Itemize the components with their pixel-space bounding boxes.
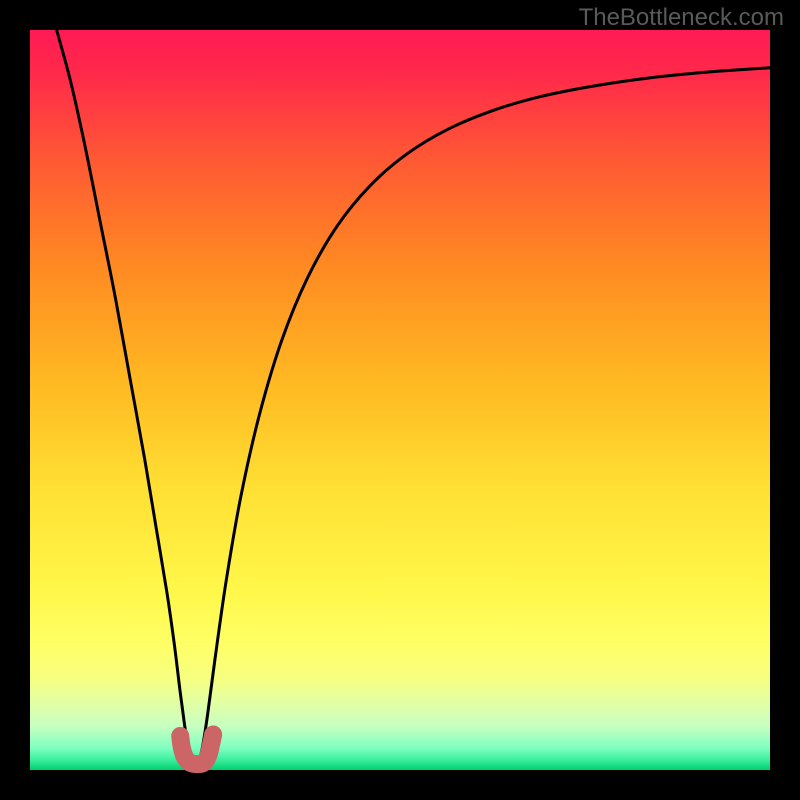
watermark-text: TheBottleneck.com xyxy=(579,4,784,32)
chart-container: TheBottleneck.com xyxy=(0,0,800,800)
gradient-background xyxy=(30,30,770,770)
